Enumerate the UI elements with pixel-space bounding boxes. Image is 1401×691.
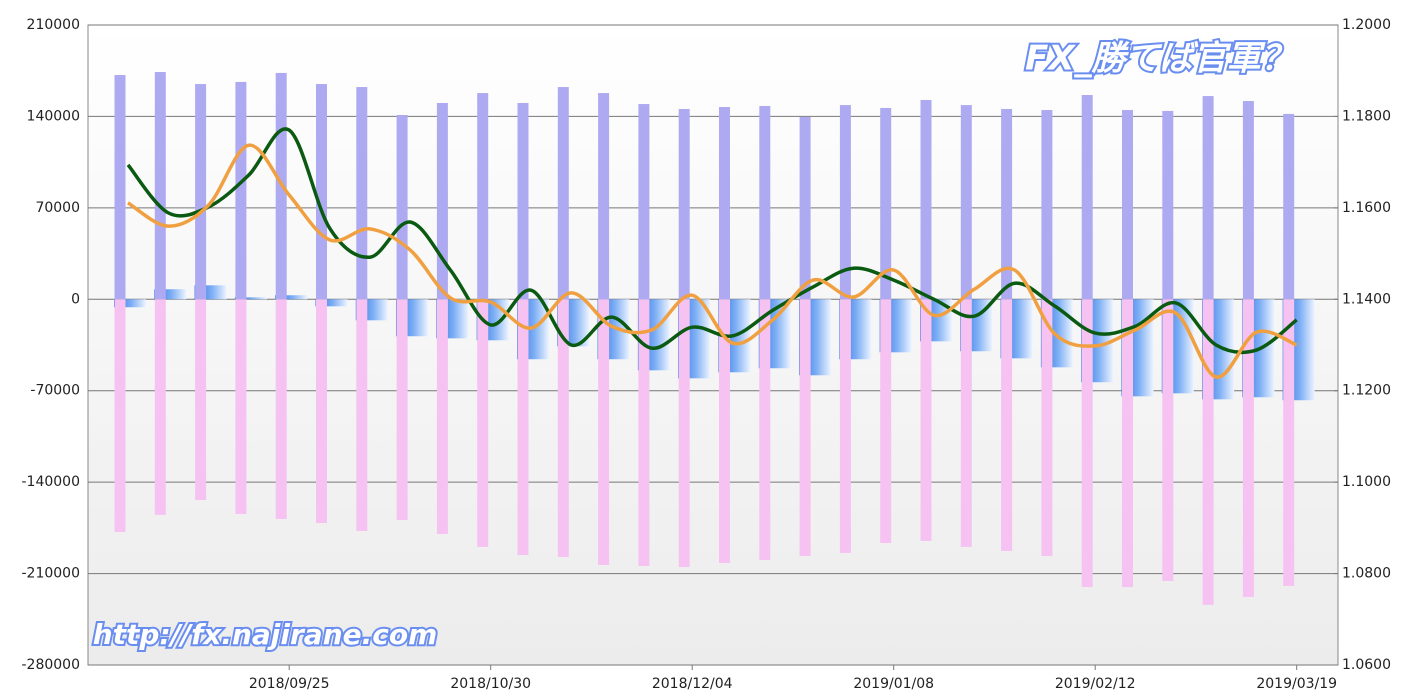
bar [598,299,610,565]
bar [517,102,529,300]
bar [1122,110,1133,300]
bar [1202,96,1214,300]
bar [235,299,247,515]
bar [316,299,327,524]
bar [638,299,650,566]
bar [114,299,126,533]
x-tick-label: 2019/03/19 [1256,676,1337,691]
bar [436,102,448,300]
y-tick-label: 140000 [27,108,80,124]
line [126,127,1298,355]
y2-tick-label: 1.1400 [1342,291,1391,307]
bar [880,299,892,544]
bar [1001,299,1013,551]
bar [1041,299,1053,556]
bar [114,75,126,300]
y-tick-label: -140000 [22,474,81,490]
line [127,143,1298,379]
bar [880,107,892,300]
x-tick-label: 2019/02/12 [1055,676,1136,691]
bar [678,299,690,568]
y-tick-label: 210000 [27,17,80,33]
y-tick-label: 0 [71,291,80,307]
bar [477,299,489,547]
bar [195,84,207,300]
y2-tick-label: 1.2000 [1342,17,1391,33]
bar [234,297,267,300]
bar [920,99,932,300]
bar [316,84,327,300]
bar [1041,110,1053,300]
y2-tick-label: 1.1000 [1342,474,1391,490]
y2-tick-label: 1.1800 [1342,108,1391,124]
bar [960,299,972,547]
bar [598,93,610,300]
bar [799,299,811,556]
y-tick-label: -280000 [22,657,81,673]
bar [557,299,569,557]
y-tick-label: -210000 [22,566,81,582]
bar [477,93,489,300]
y-tick-label: -70000 [30,383,80,399]
bar [1122,299,1133,588]
bar [235,81,247,300]
bar [1162,299,1174,582]
y-tick-label: 70000 [35,200,80,216]
y2-tick-label: 1.1200 [1342,383,1391,399]
bar [1081,299,1093,588]
bar [1242,101,1254,300]
x-tick-label: 2018/12/04 [652,676,733,691]
bar [275,299,287,519]
bar [759,105,771,300]
x-tick-label: 2018/09/25 [249,676,330,691]
bar [114,299,146,308]
bar [517,299,529,556]
bar [1162,110,1174,300]
x-tick-label: 2018/10/30 [450,676,531,691]
bar [154,72,166,300]
bar [275,295,308,300]
bar [1202,299,1214,605]
bar [678,108,690,300]
bar [1283,113,1295,300]
y2-tick-label: 1.0800 [1342,566,1391,582]
bar [960,105,972,300]
bar [759,299,771,560]
bar [719,107,730,300]
x-tick-label: 2019/01/08 [853,676,934,691]
bar [920,299,932,541]
bar [1001,108,1013,300]
bar [839,105,851,300]
bar [315,299,348,307]
bar [557,87,569,300]
watermark-title: FX_勝てば官軍？ [1025,39,1295,79]
bar [154,299,166,515]
bar [719,299,730,563]
bar [356,87,368,300]
bar [839,299,851,553]
bar [1081,95,1093,300]
bar [436,299,448,534]
bar [396,299,408,521]
bar [799,116,811,300]
y2-tick-label: 1.1600 [1342,200,1391,216]
watermark-url: http://fx.najirane.com [93,618,438,651]
bar [638,104,650,300]
bar [1242,299,1254,597]
bar [195,299,207,501]
bar [154,289,187,300]
y2-tick-label: 1.0600 [1342,657,1391,673]
bar [396,114,408,300]
bar [1283,299,1295,586]
bar [356,299,368,531]
